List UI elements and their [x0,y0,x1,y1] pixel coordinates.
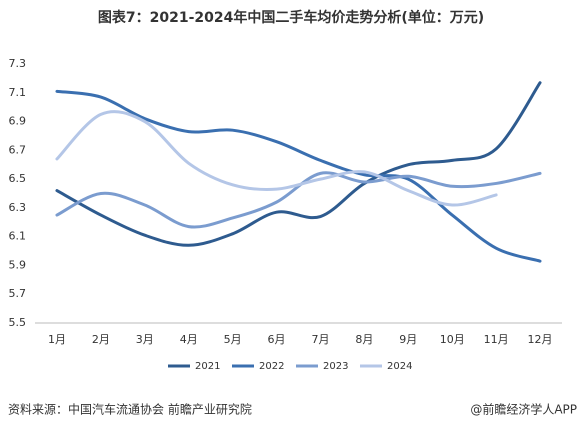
legend-label: 2022 [259,361,284,372]
y-tick-label: 7.3 [9,57,27,70]
y-tick-label: 6.7 [9,143,27,156]
x-tick-label: 10月 [440,333,465,346]
y-tick-label: 6.1 [9,230,27,243]
x-tick-label: 1月 [48,333,66,346]
legend-label: 2021 [195,361,220,372]
x-tick-label: 5月 [224,333,242,346]
line-series [55,89,542,263]
x-tick-label: 8月 [355,333,373,346]
y-tick-label: 5.5 [9,316,27,329]
x-tick-label: 11月 [484,333,509,346]
y-tick-label: 6.5 [9,172,27,185]
y-tick-label: 5.9 [9,258,27,271]
x-tick-label: 6月 [268,333,286,346]
y-tick-label: 7.1 [9,86,27,99]
legend-label: 2024 [387,361,412,372]
x-tick-label: 12月 [528,333,553,346]
line-series [55,81,542,247]
y-tick-label: 5.7 [9,287,27,300]
line-series [55,110,498,207]
source: 资料来源：中国汽车流通协会 前瞻产业研究院 [8,402,252,417]
x-tick-label: 3月 [136,333,154,346]
line-series [55,171,542,229]
y-tick-label: 6.3 [9,201,27,214]
x-tick-label: 7月 [311,333,329,346]
x-tick-label: 9月 [399,333,417,346]
x-tick-label: 4月 [180,333,198,346]
x-tick-label: 2月 [92,333,110,346]
y-tick-label: 6.9 [9,115,27,128]
credit: @前瞻经济学人APP [470,402,577,417]
chart-title: 图表7：2021-2024年中国二手车均价走势分析(单位：万元) [98,9,484,26]
legend-label: 2023 [323,361,348,372]
